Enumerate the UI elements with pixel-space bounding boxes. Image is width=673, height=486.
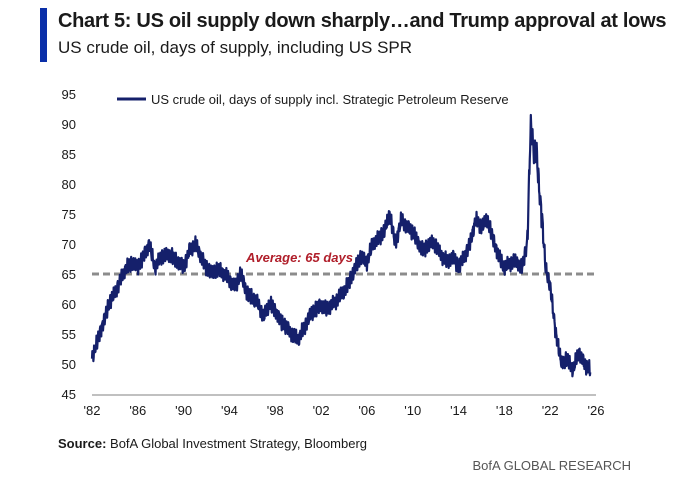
- chart-title: Chart 5: US oil supply down sharply…and …: [58, 10, 667, 32]
- x-tick-label: '22: [542, 403, 559, 418]
- x-tick-label: '18: [496, 403, 513, 418]
- x-axis-tick-labels: '82 '86 '90 '94 '98 '02 '06 '10 '14 '18 '22 '26: [84, 403, 605, 418]
- source-text: BofA Global Investment Strategy, Bloombe…: [106, 436, 368, 451]
- y-tick-label: 85: [62, 147, 76, 162]
- x-tick-label: '82: [84, 403, 101, 418]
- source-label: Source:: [58, 436, 107, 451]
- y-tick-label: 95: [62, 87, 76, 102]
- x-tick-label: '94: [221, 403, 238, 418]
- x-tick-label: '26: [588, 403, 605, 418]
- source-note: Source: BofA Global Investment Strategy,…: [58, 436, 367, 451]
- x-tick-label: '06: [358, 403, 375, 418]
- series-line: [90, 113, 592, 378]
- y-tick-label: 90: [62, 117, 76, 132]
- x-tick-label: '10: [404, 403, 421, 418]
- x-tick-label: '90: [175, 403, 192, 418]
- x-tick-label: '02: [313, 403, 330, 418]
- y-tick-label: 80: [62, 177, 76, 192]
- x-tick-label: '14: [450, 403, 467, 418]
- y-tick-label: 75: [62, 207, 76, 222]
- legend-label: US crude oil, days of supply incl. Strat…: [151, 92, 509, 107]
- y-tick-label: 45: [62, 387, 76, 402]
- y-tick-label: 65: [62, 267, 76, 282]
- y-tick-label: 60: [62, 297, 76, 312]
- y-tick-label: 70: [62, 237, 76, 252]
- brand-mark: BofA GLOBAL RESEARCH: [472, 458, 631, 473]
- average-label: Average: 65 days: [245, 250, 353, 265]
- y-tick-label: 50: [62, 357, 76, 372]
- chart-subtitle: US crude oil, days of supply, including …: [58, 38, 413, 57]
- x-tick-label: '98: [267, 403, 284, 418]
- chart-area: 45 50 55 60 65 70 75 80 85 90 95 '82 '86 '90 '94 '98 '0…: [62, 87, 605, 418]
- y-axis-tick-labels: 45 50 55 60 65 70 75 80 85 90 95: [62, 87, 76, 402]
- title-accent-bar: [40, 8, 47, 62]
- y-tick-label: 55: [62, 327, 76, 342]
- x-tick-label: '86: [129, 403, 146, 418]
